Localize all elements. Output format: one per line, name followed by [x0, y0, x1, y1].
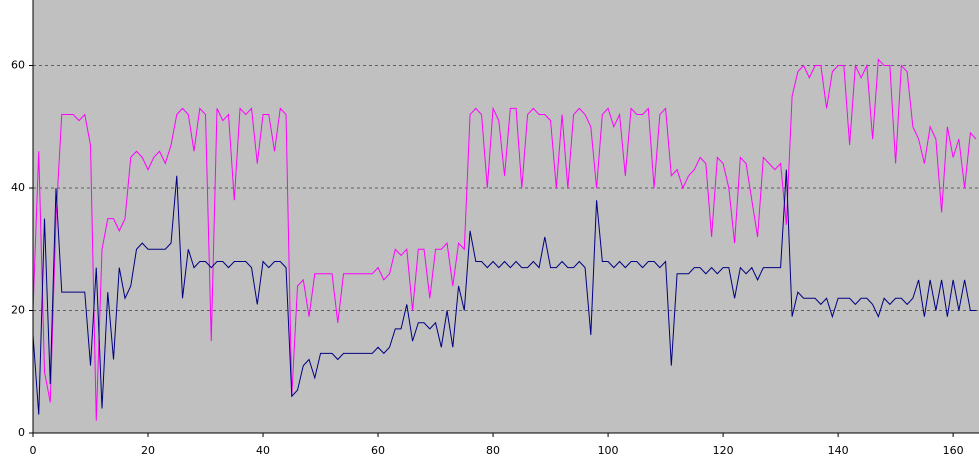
x-tick-label: 80 [486, 444, 500, 457]
y-tick-label: 60 [11, 59, 25, 72]
series-line [32, 169, 977, 415]
y-tick-label: 0 [18, 426, 25, 439]
y-tick-label: 40 [11, 181, 25, 194]
x-tick-label: 100 [598, 444, 619, 457]
x-tick-label: 40 [256, 444, 270, 457]
x-tick-label: 160 [943, 444, 964, 457]
x-tick-label: 140 [828, 444, 849, 457]
y-tick-label: 20 [11, 304, 25, 317]
x-tick-label: 120 [713, 444, 734, 457]
series-line [32, 58, 977, 421]
plot-area [33, 0, 979, 433]
x-tick-label: 60 [371, 444, 385, 457]
x-tick-label: 0 [30, 444, 37, 457]
x-tick-label: 20 [141, 444, 155, 457]
